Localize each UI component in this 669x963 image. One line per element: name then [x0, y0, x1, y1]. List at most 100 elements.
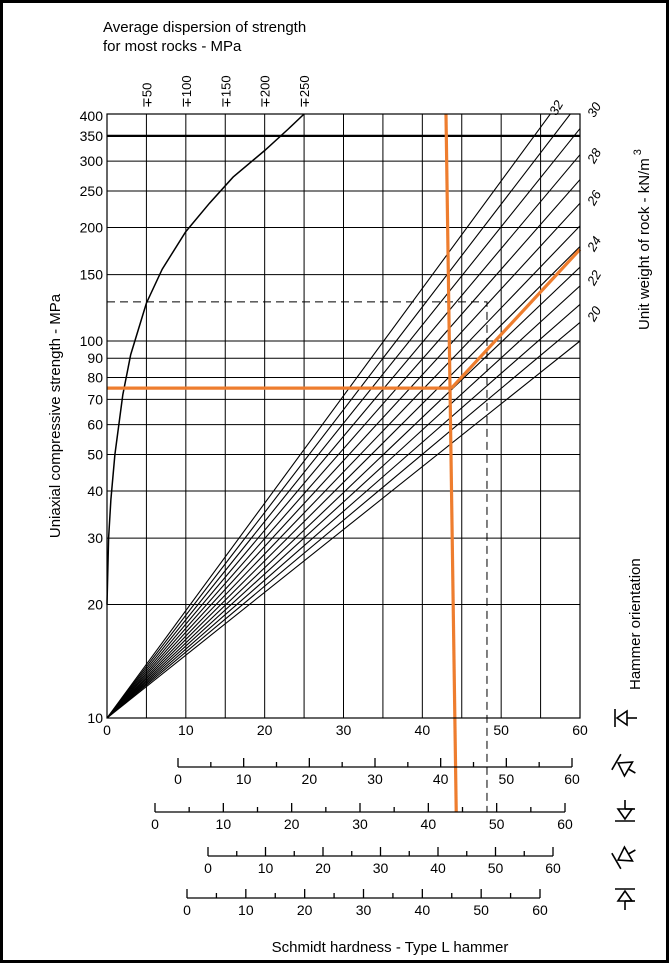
icon-arrow	[615, 709, 628, 727]
y-tick-label: 300	[80, 153, 104, 169]
unit-weight-line	[107, 154, 580, 718]
icon-wall	[611, 753, 622, 771]
x-tick-label: 20	[257, 722, 273, 738]
orientation-scale	[186, 889, 541, 899]
unit-weight-line	[107, 322, 580, 718]
example-dashed-line	[107, 301, 488, 812]
y-tick-label: 50	[87, 446, 103, 462]
orientation-scale-tick-label: 50	[499, 771, 515, 787]
orientation-scale	[154, 803, 566, 813]
unit-weight-line	[107, 285, 580, 718]
orientation-scale-tick-label: 10	[238, 902, 254, 918]
icon-arrow	[616, 808, 634, 821]
orientation-scale-tick-label: 30	[352, 816, 368, 832]
orientation-scale-tick-label: 40	[433, 771, 449, 787]
unit-weight-label: 24	[583, 234, 604, 255]
unit-weight-label: 32	[546, 97, 567, 118]
orientation-scale-tick-label: 60	[545, 860, 561, 876]
y-tick-label: 250	[80, 183, 104, 199]
unit-weight-axis-label-sup: 3	[632, 149, 644, 158]
grid	[106, 113, 581, 719]
icon-arrow	[616, 845, 634, 862]
unit-weight-line	[107, 128, 580, 718]
unit-weight-label: 30	[584, 99, 605, 120]
unit-weight-line	[107, 114, 572, 718]
orientation-scale-tick-label: 40	[415, 902, 431, 918]
chart-title-line: for most rocks - MPa	[103, 38, 242, 55]
orientation-scale-tick-label: 10	[258, 860, 274, 876]
x-tick-label: 30	[336, 722, 352, 738]
dispersion-tick-label: ∓50	[139, 83, 154, 108]
orientation-scale-tick-label: 20	[315, 860, 331, 876]
hammer-down-diagonal-icon	[611, 845, 636, 870]
y-tick-label: 30	[87, 530, 103, 546]
y-tick-label: 200	[80, 219, 104, 235]
unit-weight-axis-label: Unit weight of rock - kN/m 3	[632, 149, 653, 330]
unit-weight-label: 26	[583, 187, 604, 209]
x-tick-label: 0	[103, 722, 111, 738]
orientation-scale-tick-label: 60	[564, 771, 580, 787]
x-axis-label: Schmidt hardness - Type L hammer	[272, 939, 509, 956]
y-tick-label: 150	[80, 267, 104, 283]
icon-arrow	[616, 761, 634, 778]
unit-weight-line	[107, 114, 552, 718]
y-tick-label: 90	[87, 350, 103, 366]
example-orange-vertical	[444, 113, 458, 813]
y-tick-label: 400	[80, 108, 104, 124]
horizontal-hammer-icon	[614, 709, 637, 727]
orientation-scale-tick-label: 30	[356, 902, 372, 918]
orientation-scale-tick-label: 40	[421, 816, 437, 832]
icon-wall	[611, 852, 622, 870]
unit-weight-axis-label-text: Unit weight of rock - kN/m	[636, 158, 653, 330]
icon-arrow	[616, 889, 634, 902]
y-tick-label: 20	[87, 597, 103, 613]
unit-weight-line	[107, 179, 580, 718]
dispersion-tick-label: ∓200	[258, 75, 273, 108]
hammer-up-diagonal-icon	[611, 753, 636, 778]
y-tick-label: 80	[87, 370, 103, 386]
orientation-scale-tick-label: 30	[367, 771, 383, 787]
x-tick-label: 60	[572, 722, 588, 738]
orientation-scale-tick-label: 10	[236, 771, 252, 787]
y-tick-label: 70	[87, 391, 103, 407]
hammer-orientation-label: Hammer orientation	[627, 558, 644, 690]
example-orange	[107, 113, 582, 813]
hammer-down-vertical-icon	[615, 888, 635, 910]
orientation-scale-tick-label: 30	[373, 860, 389, 876]
y-tick-label: 60	[87, 417, 103, 433]
orientation-scale-tick-label: 0	[174, 771, 182, 787]
dispersion-curve	[106, 113, 305, 605]
orientation-scale-tick-label: 60	[557, 816, 573, 832]
y-axis-label: Uniaxial compressive strength - MPa	[47, 293, 64, 538]
example-orange-diagonal	[450, 248, 582, 390]
unit-weight-line	[107, 246, 580, 718]
x-tick-label: 40	[415, 722, 431, 738]
orientation-scale	[177, 758, 573, 768]
dispersion-tick-label: ∓100	[179, 75, 194, 108]
orientation-scale-tick-label: 50	[488, 860, 504, 876]
orientation-scale	[207, 847, 554, 857]
icon-shaft	[628, 849, 636, 855]
orientation-scale-tick-label: 20	[302, 771, 318, 787]
orientation-scale-tick-label: 60	[532, 902, 548, 918]
plot-border	[106, 113, 581, 719]
unit-weight-lines	[107, 114, 580, 718]
unit-weight-line	[107, 202, 580, 718]
unit-weight-label: 22	[583, 267, 604, 289]
unit-weight-label: 28	[583, 145, 604, 167]
orientation-scale-tick-label: 40	[430, 860, 446, 876]
orientation-scale-tick-label: 50	[489, 816, 505, 832]
unit-weight-line	[107, 304, 580, 718]
y-tick-label: 350	[80, 128, 104, 144]
orientation-scale-tick-label: 0	[204, 860, 212, 876]
orientation-scale-tick-label: 50	[473, 902, 489, 918]
dispersion-tick-label: ∓250	[297, 75, 312, 108]
orientation-scale-tick-label: 0	[151, 816, 159, 832]
x-tick-label: 50	[493, 722, 509, 738]
unit-weight-label: 20	[583, 303, 604, 325]
orientation-scale-tick-label: 10	[216, 816, 232, 832]
icon-shaft	[628, 768, 636, 774]
unit-weight-line	[107, 266, 580, 718]
orientation-scale-tick-label: 20	[297, 902, 313, 918]
